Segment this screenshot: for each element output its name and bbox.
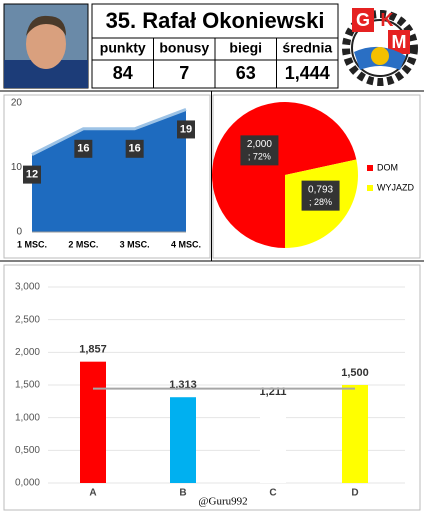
- logo: G K M: [342, 8, 418, 86]
- y-tick-label: 3,000: [15, 282, 40, 293]
- stat-value: 63: [236, 63, 256, 83]
- y-tick-label: 1,000: [15, 412, 40, 423]
- data-label: 12: [26, 169, 38, 181]
- x-tick-label: D: [351, 488, 358, 499]
- data-label: 16: [129, 143, 141, 155]
- data-label: 19: [180, 123, 192, 135]
- legend-swatch: [367, 165, 373, 171]
- bar: [342, 385, 368, 483]
- stat-value: 84: [113, 63, 133, 83]
- legend-label: DOM: [377, 162, 398, 172]
- bar: [260, 403, 286, 483]
- data-label-box: [74, 139, 93, 158]
- x-tick-label: 3 MSC.: [120, 239, 150, 249]
- data-label: ; 28%: [309, 197, 332, 207]
- table-cell: [153, 59, 216, 89]
- table-cell: [276, 59, 339, 89]
- data-label: 2,000: [247, 139, 272, 150]
- x-tick-label: B: [179, 488, 186, 499]
- data-label: 1,500: [341, 367, 369, 379]
- title-box: [91, 3, 339, 39]
- stat-value: 7: [179, 63, 189, 83]
- legend-swatch: [367, 185, 373, 191]
- table-cell: [91, 59, 154, 89]
- y-tick-label: 0,000: [15, 478, 40, 489]
- y-tick-label: 0,500: [15, 445, 40, 456]
- data-label-box: [177, 120, 195, 139]
- column-header: średnia: [282, 40, 332, 56]
- logo-letter: M: [392, 32, 407, 52]
- area-edge: [31, 108, 187, 156]
- x-tick-label: 4 MSC.: [171, 239, 201, 249]
- data-label: 0,793: [308, 184, 333, 195]
- data-label: ; 72%: [248, 152, 271, 162]
- x-tick-label: A: [89, 488, 96, 499]
- x-tick-label: 1 MSC.: [17, 239, 47, 249]
- data-label: 1,857: [79, 344, 107, 356]
- y-tick-label: 1,500: [15, 380, 40, 391]
- watermark: @Guru992: [198, 496, 247, 508]
- y-tick-label: 0: [16, 227, 22, 238]
- logo-letter: G: [356, 10, 370, 30]
- bar: [80, 361, 106, 483]
- data-label-box: [240, 135, 279, 166]
- bar: [170, 397, 196, 483]
- data-label-box: [125, 139, 144, 158]
- player-photo: [3, 3, 89, 89]
- x-tick-label: 2 MSC.: [68, 239, 98, 249]
- y-tick-label: 2,000: [15, 347, 40, 358]
- column-header: bonusy: [159, 40, 209, 56]
- column-header: biegi: [229, 40, 262, 56]
- logo-letter: K: [381, 10, 394, 30]
- x-tick-label: C: [269, 488, 276, 499]
- stat-value: 1,444: [285, 63, 330, 83]
- column-header: punkty: [100, 40, 146, 56]
- y-tick-label: 2,500: [15, 314, 40, 325]
- data-label-box: [301, 180, 340, 211]
- data-label: 1,211: [260, 386, 287, 398]
- data-label-box: [23, 165, 41, 184]
- data-label: 16: [77, 143, 89, 155]
- player-name: 35. Rafał Okoniewski: [106, 8, 325, 33]
- legend-label: WYJAZD: [377, 182, 414, 192]
- y-tick-label: 10: [11, 162, 23, 173]
- y-tick-label: 20: [11, 98, 23, 109]
- area: [32, 109, 186, 232]
